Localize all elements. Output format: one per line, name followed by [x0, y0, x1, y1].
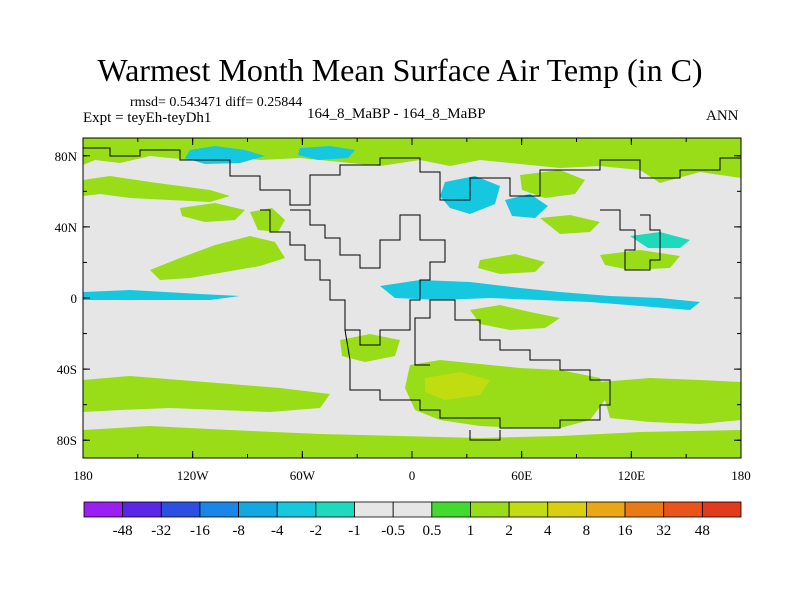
lat-tick-label: 80S — [57, 433, 77, 448]
pacific-warming-patch — [250, 208, 285, 232]
southern-ocean-warming — [600, 378, 741, 424]
lon-tick-label: 60E — [511, 468, 532, 483]
colorbar-label: 32 — [656, 523, 671, 539]
north-pacific-warming — [180, 203, 245, 222]
colorbar-swatch — [238, 501, 278, 518]
season-label: ANN — [706, 108, 739, 124]
colorbar-label: 4 — [544, 523, 552, 539]
lat-tick-label: 40N — [55, 220, 78, 235]
antarctic-outline — [469, 430, 501, 441]
colorbar-swatch — [122, 501, 162, 518]
colorbar: -48 -32 -16 -8 -4 -2 -1 -0.5 0.5 1 2 4 8 16 32 48 — [83, 501, 742, 539]
rmsd-diff-stats: rmsd= 0.543471 diff= 0.25844 — [130, 95, 303, 110]
colorbar-label: -16 — [190, 523, 210, 539]
pacific-cooling-band — [83, 290, 240, 300]
colorbar-label: -1 — [348, 523, 361, 539]
southern-continent-outline — [344, 299, 611, 429]
lon-tick-label: 120W — [177, 468, 210, 483]
colorbar-swatch — [354, 501, 394, 518]
colorbar-label: 48 — [695, 523, 710, 539]
arctic-warming-band — [83, 138, 741, 183]
colorbar-swatch — [508, 501, 549, 518]
north-coastline — [83, 147, 741, 206]
colorbar-swatch — [276, 501, 317, 518]
colorbar-swatch — [586, 501, 626, 518]
tropical-cooling-band — [380, 280, 700, 310]
comparison-label: 164_8_MaBP - 164_8_MaBP — [307, 106, 486, 122]
colorbar-swatch — [701, 501, 742, 518]
axis-ticks: 180 120W 60W 0 60E 120E 180 80N 40N 0 40S 80S — [55, 138, 751, 483]
south-america-warming — [340, 334, 400, 362]
colorbar-swatch — [392, 501, 433, 518]
colorbar-swatch — [663, 501, 703, 518]
southern-ocean-warming — [83, 376, 330, 412]
colorbar-label: -2 — [310, 523, 323, 539]
colorbar-swatch — [431, 501, 471, 518]
north-pacific-warming — [83, 176, 230, 202]
experiment-label: Expt = teyEh-teyDh1 — [83, 110, 212, 126]
coastlines — [83, 147, 741, 441]
east-asia-warming — [540, 215, 600, 234]
lon-tick-label: 180 — [73, 468, 93, 483]
pacific-warming-tongue — [150, 236, 285, 280]
colorbar-swatch — [547, 501, 587, 518]
lon-tick-label: 120E — [618, 468, 646, 483]
indian-ocean-warming — [478, 254, 545, 274]
temperature-difference-field — [83, 138, 741, 458]
colorbar-swatch — [199, 501, 239, 518]
colorbar-swatch — [83, 501, 124, 518]
southern-land-warming-strong — [425, 372, 490, 400]
siberia-cooling — [505, 194, 548, 218]
lon-tick-label: 180 — [731, 468, 751, 483]
colorbar-label: -4 — [271, 523, 284, 539]
colorbar-label: 8 — [583, 523, 591, 539]
east-asia-outline — [600, 209, 661, 271]
colorbar-label: 0.5 — [422, 523, 441, 539]
indian-ocean-warming — [470, 305, 560, 330]
lat-tick-label: 40S — [57, 362, 77, 377]
colorbar-label: 16 — [618, 523, 634, 539]
lon-tick-label: 60W — [290, 468, 316, 483]
siberia-warming — [520, 170, 585, 198]
colorbar-label: -48 — [113, 523, 133, 539]
colorbar-label: -0.5 — [381, 523, 405, 539]
lat-tick-label: 80N — [55, 149, 78, 164]
antarctic-warming-band — [83, 426, 741, 458]
colorbar-label: -32 — [151, 523, 171, 539]
colorbar-label: 2 — [505, 523, 513, 539]
colorbar-swatch — [315, 501, 355, 518]
colorbar-label: 1 — [467, 523, 475, 539]
colorbar-swatch — [624, 501, 665, 518]
colorbar-swatch — [160, 501, 201, 518]
lon-tick-label: 0 — [409, 468, 416, 483]
lat-tick-label: 0 — [71, 291, 78, 306]
map-title: Warmest Month Mean Surface Air Temp (in … — [97, 52, 703, 88]
colorbar-swatch — [470, 501, 510, 518]
continent-outline — [260, 209, 446, 346]
arctic-cooling-patch — [298, 146, 355, 160]
colorbar-label: -8 — [232, 523, 245, 539]
